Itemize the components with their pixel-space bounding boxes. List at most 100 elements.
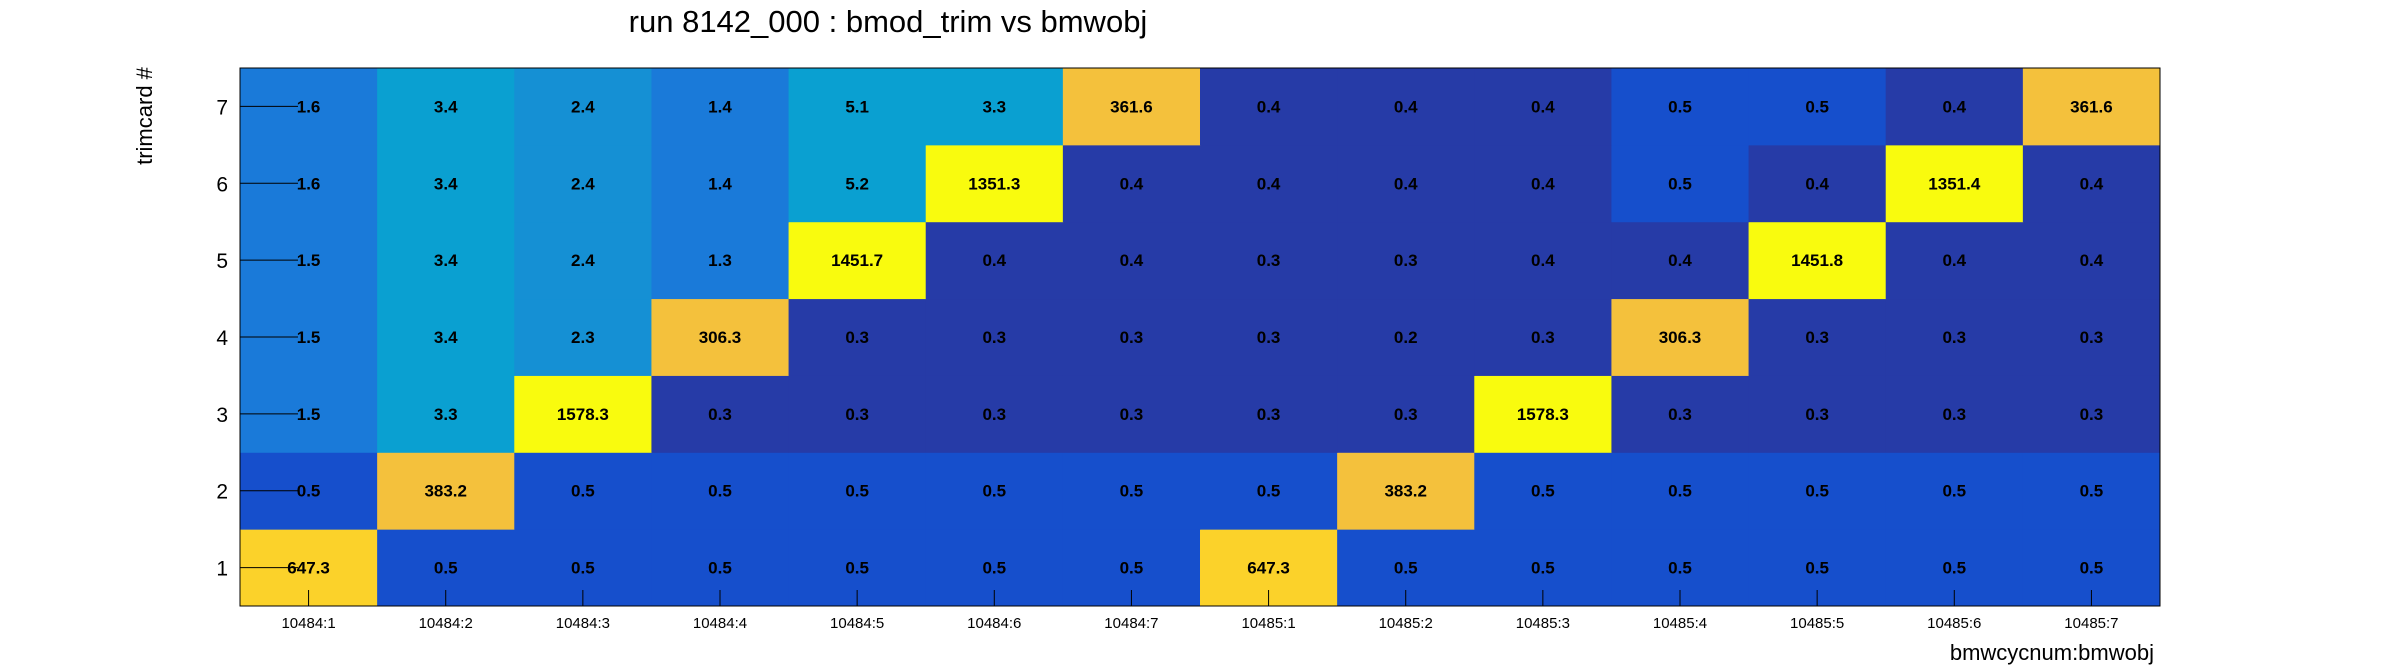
- cell-value-label: 0.3: [1120, 328, 1144, 347]
- x-axis: 10484:1 10484:2 10484:3 10484:4 10484:5 10484…: [281, 590, 2119, 632]
- cell-value-label: 3.3: [434, 405, 458, 424]
- cell-value-label: 0.4: [1394, 97, 1418, 116]
- heatmap-cell: [377, 452, 515, 530]
- x-tick-label: 10484:6: [967, 615, 1021, 632]
- heatmap-cell: [2022, 375, 2161, 453]
- cell-value-label: 0.4: [982, 251, 1006, 270]
- heatmap-cell: [1062, 298, 1201, 376]
- x-axis-title: bmwcycnum:bmwobj: [1950, 640, 2154, 665]
- cell-value-label: 0.4: [1120, 251, 1144, 270]
- cell-value-label: 0.3: [1257, 328, 1281, 347]
- heatmap-cell: [925, 298, 1064, 376]
- heatmap-cell: [1200, 375, 1338, 453]
- cell-value-label: 0.3: [1257, 251, 1281, 270]
- heatmap-cell: [377, 298, 515, 376]
- heatmap-cells: [240, 68, 2161, 607]
- cell-value-label: 0.5: [1805, 482, 1829, 501]
- heatmap-cell: [925, 68, 1064, 146]
- cell-value-label: 647.3: [287, 559, 330, 578]
- cell-value-label: 361.6: [1110, 97, 1153, 116]
- cell-value-label: 0.5: [708, 559, 732, 578]
- cell-value-label: 361.6: [2070, 97, 2113, 116]
- x-tick-label: 10484:5: [830, 615, 884, 632]
- heatmap-cell: [1885, 221, 2024, 300]
- cell-value-label: 0.5: [1805, 559, 1829, 578]
- x-tick-label: 10485:7: [2064, 615, 2118, 632]
- cell-value-label: 1351.4: [1928, 174, 1981, 193]
- cell-value-label: 0.5: [1668, 559, 1692, 578]
- y-axis-title: trimcard #: [132, 66, 157, 165]
- heatmap-cell: [1200, 298, 1338, 376]
- cell-value-label: 5.1: [845, 97, 869, 116]
- heatmap-cell: [1748, 144, 1887, 223]
- cell-value-label: 0.5: [1942, 559, 1966, 578]
- x-tick-label: 10485:5: [1790, 615, 1844, 632]
- cell-value-label: 0.5: [845, 559, 869, 578]
- heatmap-cell: [2022, 298, 2161, 376]
- heatmap-cell: [377, 68, 515, 146]
- cell-value-label: 0.5: [297, 482, 321, 501]
- cell-value-label: 0.5: [2080, 482, 2104, 501]
- heatmap-cell: [1474, 68, 1612, 146]
- cell-value-label: 0.5: [434, 559, 458, 578]
- cell-value-label: 0.4: [1257, 97, 1281, 116]
- cell-value-label: 2.4: [571, 174, 595, 193]
- heatmap-cell: [925, 375, 1064, 453]
- heatmap-cell: [1337, 221, 1475, 300]
- heatmap-cell: [788, 452, 927, 530]
- cell-value-label: 0.3: [2080, 405, 2104, 424]
- heatmap-cell: [1337, 298, 1475, 376]
- heatmap-cell: [1611, 375, 1750, 453]
- heatmap-cell: [1748, 298, 1887, 376]
- heatmap-cell: [377, 144, 515, 223]
- cell-value-label: 0.5: [845, 482, 869, 501]
- cell-value-label: 0.3: [845, 405, 869, 424]
- cell-value-label: 2.3: [571, 328, 595, 347]
- y-tick-label: 6: [216, 173, 228, 196]
- x-tick-label: 10485:1: [1241, 615, 1295, 632]
- cell-value-label: 0.4: [1668, 251, 1692, 270]
- heatmap-cell: [1337, 375, 1475, 453]
- cell-value-label: 0.5: [1531, 559, 1555, 578]
- heatmap-cell: [514, 452, 652, 530]
- cell-value-label: 1578.3: [1517, 405, 1569, 424]
- cell-value-label: 0.3: [2080, 328, 2104, 347]
- heatmap-cell: [1474, 452, 1612, 530]
- x-tick-label: 10484:7: [1104, 615, 1158, 632]
- cell-value-label: 1.5: [297, 251, 321, 270]
- cell-value-label: 2.4: [571, 251, 595, 270]
- cell-value-label: 0.3: [1531, 328, 1555, 347]
- cell-value-label: 0.5: [1531, 482, 1555, 501]
- heatmap-cell: [2022, 221, 2161, 300]
- heatmap-cell: [651, 68, 790, 146]
- cell-value-label: 0.4: [1531, 97, 1555, 116]
- heatmap-cell: [1062, 144, 1201, 223]
- y-tick-label: 3: [216, 404, 228, 427]
- cell-value-label: 306.3: [699, 328, 742, 347]
- cell-value-label: 0.5: [1668, 174, 1692, 193]
- heatmap-cell: [1885, 452, 2024, 530]
- heatmap-cell: [925, 221, 1064, 300]
- heatmap-cell: [1748, 375, 1887, 453]
- cell-value-label: 0.4: [2080, 251, 2104, 270]
- heatmap-cell: [1337, 144, 1475, 223]
- cell-value-label: 3.4: [434, 97, 458, 116]
- heatmap-cell: [1062, 221, 1201, 300]
- cell-value-label: 0.4: [1942, 97, 1966, 116]
- heatmap-cell: [788, 375, 927, 453]
- cell-value-label: 0.3: [1394, 405, 1418, 424]
- y-tick-label: 5: [216, 250, 228, 273]
- cell-value-label: 647.3: [1247, 559, 1290, 578]
- cell-value-label: 1.3: [708, 251, 732, 270]
- heatmap-cell: [1200, 144, 1338, 223]
- x-tick-label: 10484:4: [693, 615, 747, 632]
- cell-value-label: 0.4: [1531, 251, 1555, 270]
- heatmap-cell: [1611, 298, 1750, 376]
- cell-value-label: 0.3: [1257, 405, 1281, 424]
- heatmap-cell: [788, 68, 927, 146]
- heatmap-cell: [788, 144, 927, 223]
- cell-value-label: 0.3: [1668, 405, 1692, 424]
- cell-value-label: 1451.7: [831, 251, 883, 270]
- cell-value-label: 3.4: [434, 251, 458, 270]
- cell-value-label: 3.4: [434, 174, 458, 193]
